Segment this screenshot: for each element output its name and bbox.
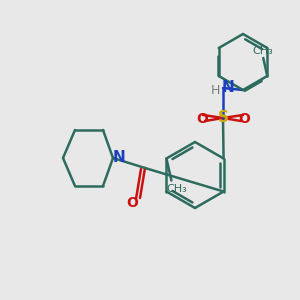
Text: O: O [196, 112, 208, 126]
Text: H: H [210, 83, 220, 97]
Text: CH₃: CH₃ [166, 184, 187, 194]
Text: N: N [222, 80, 234, 95]
Text: O: O [238, 112, 250, 126]
Text: N: N [112, 151, 125, 166]
Text: O: O [126, 196, 138, 210]
Text: CH₃: CH₃ [253, 46, 274, 56]
Text: S: S [218, 110, 229, 125]
